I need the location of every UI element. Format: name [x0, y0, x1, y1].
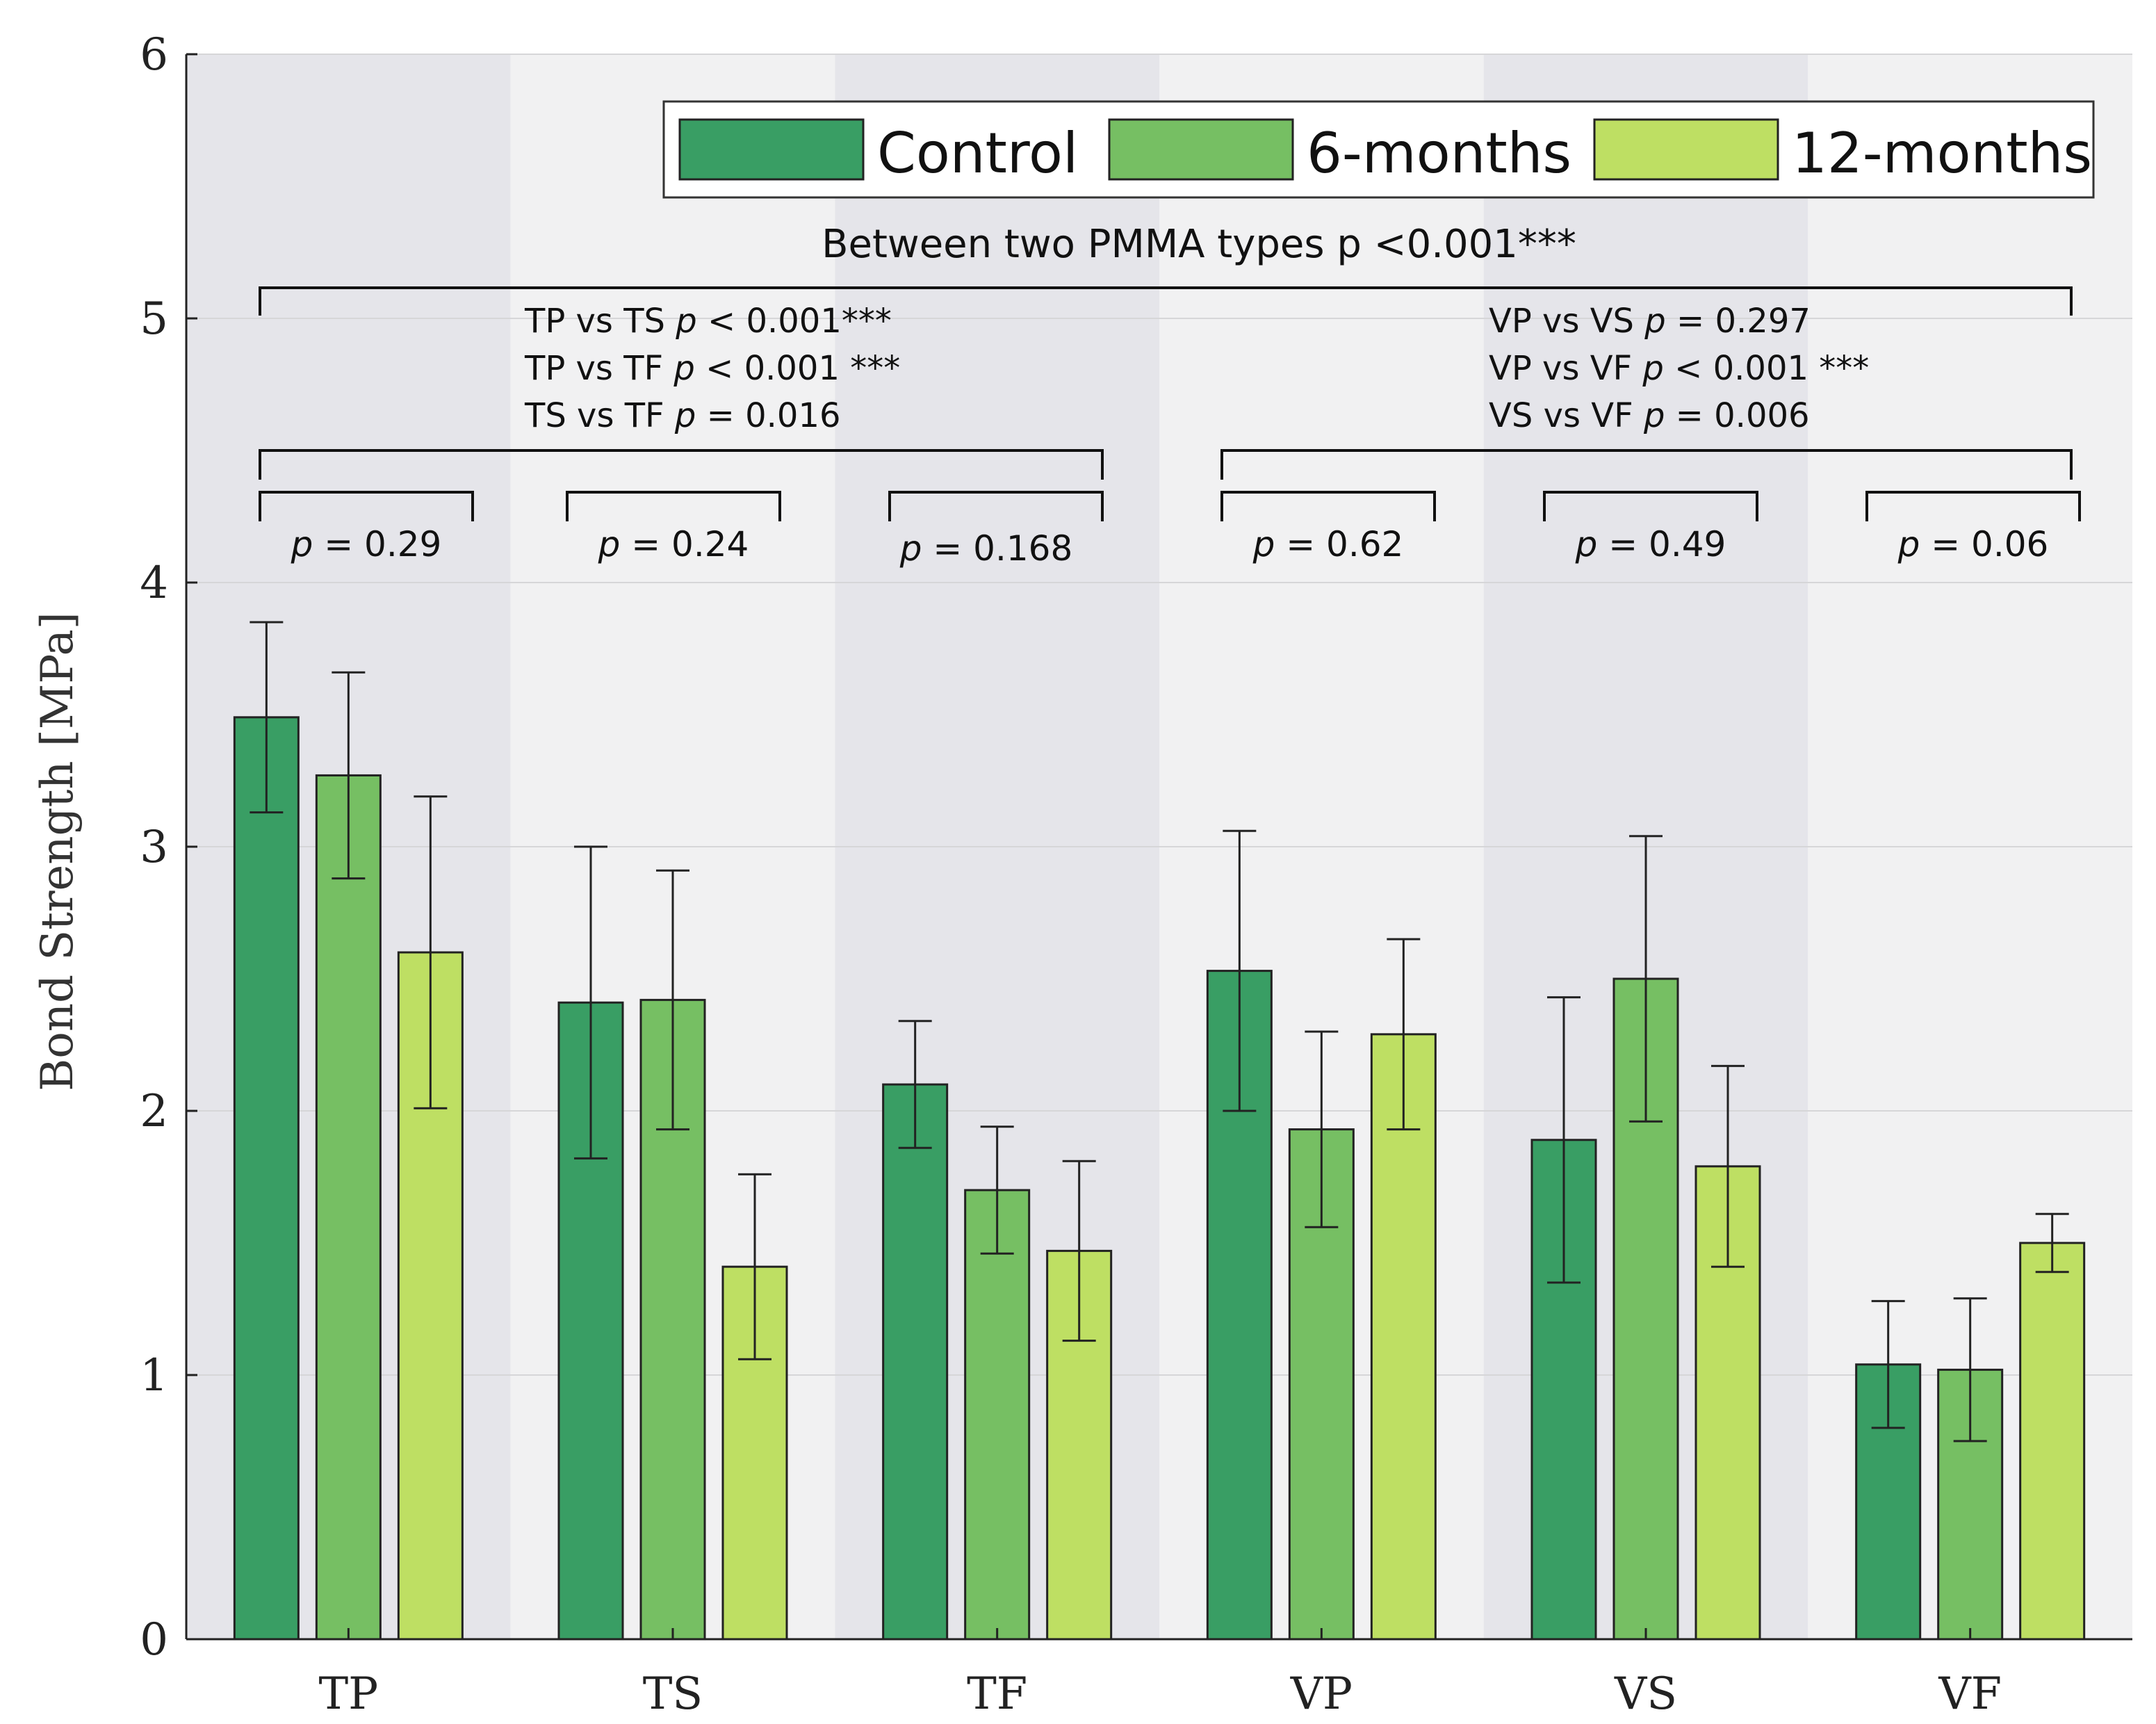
- annotation-right-2: VP vs VF p < 0.001 ***: [1489, 349, 1869, 388]
- significance-brackets: [259, 286, 2081, 521]
- bracket-left-group: [259, 449, 1104, 480]
- errorbar-vp-control: [1223, 829, 1257, 1112]
- y-tick-label-5: 5: [140, 293, 168, 345]
- annotation-left-2: TP vs TF p < 0.001 ***: [524, 349, 900, 388]
- errorbar-tf-6-months: [980, 1125, 1014, 1255]
- errorbar-ts-6-months: [656, 869, 689, 1131]
- x-tick-label-vs: VS: [1614, 1668, 1677, 1720]
- annotation-left-3: TS vs TF p = 0.016: [524, 396, 841, 435]
- bracket-vf: [1865, 491, 2081, 521]
- legend: Control 6-months 12-months: [662, 100, 2095, 199]
- errorbar-vp-12-months: [1387, 938, 1421, 1131]
- errorbar-vs-control: [1547, 996, 1581, 1284]
- errorbar-vf-12-months: [2035, 1212, 2069, 1274]
- errorbar-ts-12-months: [738, 1173, 771, 1360]
- pvalue-ts: p = 0.24: [598, 524, 749, 564]
- errorbar-vf-6-months: [1953, 1297, 1987, 1442]
- bracket-vp: [1220, 491, 1436, 521]
- annotations: Between two PMMA types p <0.001*** TP vs …: [291, 222, 2049, 569]
- errorbar-vs-12-months: [1711, 1064, 1745, 1268]
- tick-labels: 0 1 2 3 4 5 6 TP TS TF VP VS VF: [140, 29, 2002, 1720]
- annotation-right-1: VP vs VS p = 0.297: [1489, 302, 1811, 341]
- x-tick-label-ts: TS: [643, 1668, 703, 1720]
- bar-tp-6-months: [315, 774, 382, 1641]
- annotation-overall: Between two PMMA types p <0.001***: [822, 222, 1576, 267]
- pvalue-vs: p = 0.49: [1575, 524, 1726, 564]
- errorbar-ts-control: [574, 845, 607, 1160]
- pvalue-tp: p = 0.29: [291, 524, 442, 564]
- y-tick-label-3: 3: [140, 822, 168, 873]
- axes: [185, 53, 2132, 1641]
- errorbar-tf-control: [898, 1020, 932, 1149]
- y-tick-label-6: 6: [140, 29, 168, 81]
- x-tick-label-tf: TF: [967, 1668, 1027, 1720]
- annotation-right-3: VS vs VF p = 0.006: [1489, 396, 1810, 435]
- y-tick-label-2: 2: [140, 1086, 168, 1137]
- bracket-right-group: [1220, 449, 2073, 480]
- errorbar-vs-6-months: [1629, 835, 1663, 1123]
- bracket-ts: [566, 491, 781, 521]
- pvalue-vp: p = 0.62: [1252, 524, 1404, 564]
- errorbar-tp-12-months: [414, 795, 448, 1109]
- errorbar-tp-6-months: [332, 671, 366, 880]
- errorbar-tf-12-months: [1062, 1160, 1096, 1342]
- legend-swatch-12-months: [1593, 118, 1779, 181]
- pvalue-tf: p = 0.168: [899, 528, 1073, 569]
- legend-label-6-months: 6-months: [1307, 121, 1571, 186]
- legend-label-control: Control: [877, 121, 1078, 186]
- bracket-tp: [259, 491, 474, 521]
- x-tick-label-vp: VP: [1290, 1668, 1353, 1720]
- errorbar-vf-control: [1871, 1300, 1905, 1429]
- legend-swatch-6-months: [1108, 118, 1294, 181]
- legend-swatch-control: [678, 118, 865, 181]
- y-axis-label: Bond Strength [MPa]: [32, 612, 83, 1091]
- legend-box: [662, 100, 2095, 199]
- bar-tf-control: [882, 1083, 949, 1641]
- y-tick-label-4: 4: [140, 558, 168, 609]
- error-bars: [250, 621, 2069, 1442]
- bar-vf-12-months: [2019, 1242, 2086, 1641]
- bar-tf-6-months: [964, 1189, 1031, 1641]
- bar-tp-control: [233, 716, 300, 1641]
- bar-vp-12-months: [1370, 1033, 1437, 1641]
- legend-label-12-months: 12-months: [1792, 121, 2092, 186]
- pvalue-vf: p = 0.06: [1897, 524, 2049, 564]
- errorbar-vp-6-months: [1305, 1030, 1339, 1228]
- bracket-overall: [259, 286, 2073, 316]
- annotation-left-1: TP vs TS p < 0.001***: [524, 302, 892, 341]
- bracket-vs: [1543, 491, 1758, 521]
- x-tick-label-vf: VF: [1938, 1668, 2002, 1720]
- y-tick-label-1: 1: [140, 1350, 168, 1401]
- y-tick-label-0: 0: [140, 1614, 168, 1666]
- errorbar-tp-control: [250, 621, 284, 814]
- bracket-tf: [888, 491, 1104, 521]
- x-tick-label-tp: TP: [318, 1668, 378, 1720]
